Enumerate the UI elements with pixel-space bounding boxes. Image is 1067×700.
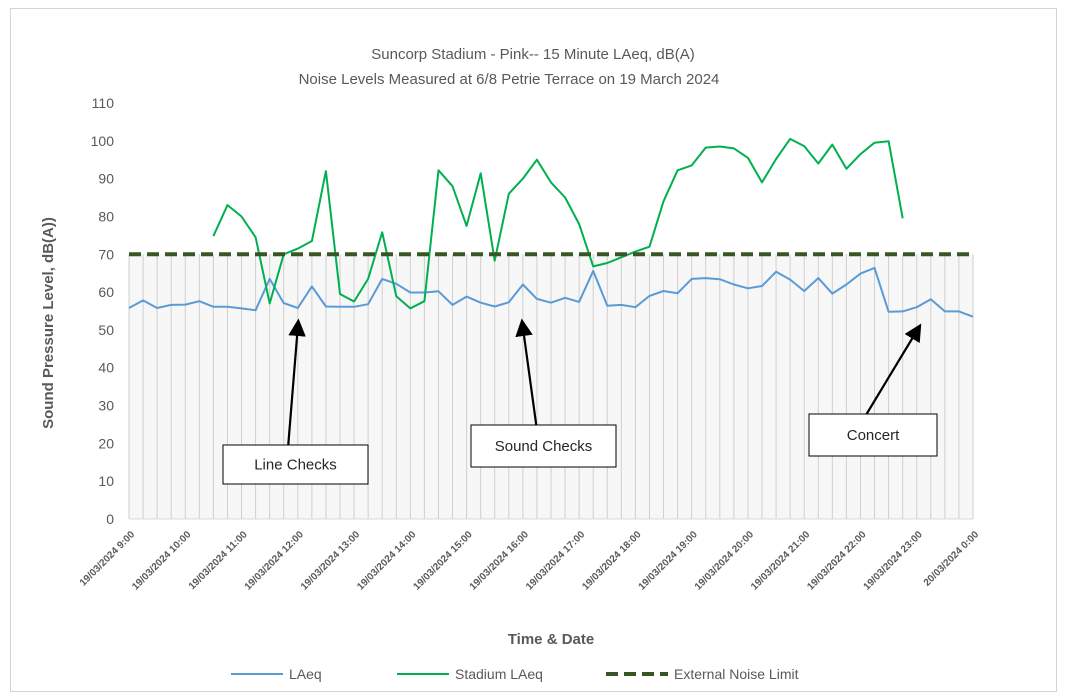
- sound-checks-label: Sound Checks: [495, 438, 593, 455]
- legend: LAeq Stadium LAeq External Noise Limit: [231, 666, 799, 682]
- x-axis-title: Time & Date: [508, 631, 594, 648]
- line-checks-arrow: [287, 318, 306, 446]
- noise-chart: Suncorp Stadium - Pink-- 15 Minute LAeq,…: [40, 46, 982, 682]
- x-tick-label: 19/03/2024 15:00: [412, 529, 476, 593]
- x-tick-label: 20/03/2024 0:00: [922, 529, 982, 589]
- x-tick-label: 19/03/2024 20:00: [693, 529, 757, 593]
- x-tick-label: 19/03/2024 21:00: [749, 529, 813, 593]
- y-tick-label: 70: [98, 246, 114, 262]
- series-stadium-laeq-line: [212, 137, 904, 310]
- y-tick-label: 0: [106, 511, 114, 527]
- x-tick-label: 19/03/2024 14:00: [355, 529, 419, 593]
- y-tick-label: 20: [98, 435, 114, 451]
- y-axis-ticks: 0 10 20 30 40 50 60 70 80 90 100 110: [91, 95, 115, 527]
- y-tick-label: 30: [98, 398, 114, 414]
- x-tick-label: 19/03/2024 19:00: [637, 529, 701, 593]
- concert-label: Concert: [847, 427, 900, 444]
- y-axis-title: Sound Pressure Level, dB(A)): [40, 217, 57, 429]
- x-tick-label: 19/03/2024 16:00: [468, 529, 532, 593]
- x-tick-label: 19/03/2024 10:00: [130, 529, 194, 593]
- y-tick-label: 80: [98, 208, 114, 224]
- legend-label-stadium-laeq: Stadium LAeq: [455, 666, 543, 682]
- y-tick-label: 50: [98, 322, 114, 338]
- series-layer: [128, 137, 974, 318]
- y-tick-label: 40: [98, 360, 114, 376]
- y-tick-label: 100: [91, 133, 115, 149]
- annotations: Line Checks Sound Checks Concert: [222, 318, 938, 485]
- legend-label-external-noise-limit: External Noise Limit: [674, 666, 799, 682]
- x-tick-label: 19/03/2024 11:00: [187, 529, 250, 592]
- x-tick-label: 19/03/2024 23:00: [862, 529, 926, 593]
- line-checks-label: Line Checks: [254, 457, 337, 474]
- concert-arrow: [865, 323, 922, 415]
- x-tick-label: 19/03/2024 13:00: [299, 529, 363, 593]
- y-tick-label: 90: [98, 171, 114, 187]
- concert-box: [808, 413, 938, 457]
- chart-title: Suncorp Stadium - Pink-- 15 Minute LAeq,…: [371, 46, 694, 63]
- x-tick-label: 19/03/2024 12:00: [243, 529, 307, 593]
- line-checks-box: [222, 444, 369, 485]
- x-tick-label: 19/03/2024 17:00: [524, 529, 588, 593]
- y-tick-label: 110: [92, 95, 115, 111]
- chart-frame: Suncorp Stadium - Pink-- 15 Minute LAeq,…: [10, 8, 1057, 692]
- x-tick-label: 19/03/2024 18:00: [580, 529, 644, 593]
- y-tick-label: 10: [98, 473, 114, 489]
- x-tick-label: 19/03/2024 22:00: [805, 529, 869, 593]
- series-laeq-line: [128, 266, 974, 318]
- legend-label-laeq: LAeq: [289, 666, 322, 682]
- sound-checks-arrow: [515, 318, 538, 426]
- chart-subtitle: Noise Levels Measured at 6/8 Petrie Terr…: [299, 71, 720, 88]
- x-tick-label: 19/03/2024 9:00: [78, 529, 138, 589]
- y-tick-label: 60: [98, 284, 114, 300]
- sound-checks-box: [470, 424, 617, 468]
